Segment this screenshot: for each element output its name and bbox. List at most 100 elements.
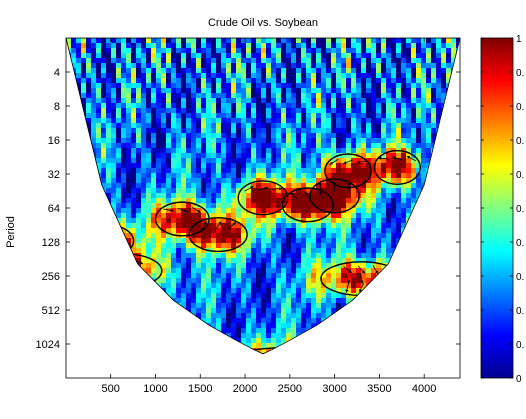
heatmap-cell <box>371 38 377 44</box>
heatmap-cell <box>431 88 437 94</box>
heatmap-cell <box>316 283 322 289</box>
heatmap-cell <box>256 308 262 314</box>
heatmap-cell <box>201 128 207 134</box>
heatmap-cell <box>96 73 102 79</box>
heatmap-cell <box>106 178 112 184</box>
heatmap-cell <box>111 198 117 204</box>
heatmap-cell <box>156 48 162 54</box>
heatmap-cell <box>251 263 257 269</box>
heatmap-cell <box>221 153 227 159</box>
heatmap-cell <box>221 58 227 64</box>
heatmap-cell <box>426 143 432 149</box>
heatmap-cell <box>261 208 267 214</box>
heatmap-cell <box>301 198 307 204</box>
heatmap-cell <box>96 58 102 64</box>
heatmap-cell <box>366 263 372 269</box>
heatmap-cell <box>326 133 332 139</box>
heatmap-cell <box>356 258 362 264</box>
heatmap-cell <box>446 48 452 54</box>
heatmap-cell <box>376 103 382 109</box>
heatmap-cell <box>191 238 197 244</box>
heatmap-cell <box>256 53 262 59</box>
heatmap-cell <box>286 323 292 329</box>
heatmap-cell <box>126 138 132 144</box>
heatmap-cell <box>206 38 212 44</box>
heatmap-cell <box>191 303 197 309</box>
heatmap-cell <box>391 163 397 169</box>
heatmap-cell <box>286 103 292 109</box>
heatmap-cell <box>371 183 377 189</box>
heatmap-cell <box>241 323 247 329</box>
heatmap-cell <box>266 128 272 134</box>
heatmap-cell <box>376 168 382 174</box>
heatmap-cell <box>156 68 162 74</box>
heatmap-cell <box>171 183 177 189</box>
heatmap-cell <box>281 228 287 234</box>
heatmap-cell <box>86 98 92 104</box>
heatmap-cell <box>186 303 192 309</box>
heatmap-cell <box>226 268 232 274</box>
heatmap-cell <box>251 128 257 134</box>
heatmap-cell <box>81 93 87 99</box>
heatmap-cell <box>281 73 287 79</box>
heatmap-cell <box>336 118 342 124</box>
heatmap-cell <box>281 308 287 314</box>
heatmap-cell <box>396 103 402 109</box>
heatmap-cell <box>391 243 397 249</box>
heatmap-cell <box>361 243 367 249</box>
heatmap-cell <box>411 63 417 69</box>
heatmap-cell <box>191 203 197 209</box>
heatmap-cell <box>271 258 277 264</box>
heatmap-cell <box>286 328 292 334</box>
heatmap-cell <box>356 63 362 69</box>
heatmap-cell <box>356 43 362 49</box>
heatmap-cell <box>401 168 407 174</box>
heatmap-cell <box>291 173 297 179</box>
heatmap-cell <box>311 88 317 94</box>
heatmap-cell <box>306 318 312 324</box>
heatmap-cell <box>361 98 367 104</box>
heatmap-cell <box>281 278 287 284</box>
heatmap-cell <box>396 213 402 219</box>
heatmap-cell <box>201 48 207 54</box>
heatmap-cell <box>251 278 257 284</box>
heatmap-cell <box>311 83 317 89</box>
heatmap-cell <box>281 188 287 194</box>
heatmap-cell <box>206 78 212 84</box>
heatmap-cell <box>261 163 267 169</box>
heatmap-cell <box>286 143 292 149</box>
heatmap-cell <box>126 143 132 149</box>
heatmap-cell <box>321 198 327 204</box>
heatmap-cell <box>301 223 307 229</box>
heatmap-cell <box>366 143 372 149</box>
heatmap-cell <box>411 188 417 194</box>
heatmap-cell <box>341 108 347 114</box>
heatmap-cell <box>286 253 292 259</box>
heatmap-cell <box>131 198 137 204</box>
heatmap-cell <box>111 123 117 129</box>
heatmap-cell <box>156 258 162 264</box>
heatmap-cell <box>116 178 122 184</box>
heatmap-cell <box>131 168 137 174</box>
heatmap-cell <box>326 238 332 244</box>
heatmap-cell <box>416 48 422 54</box>
heatmap-cell <box>326 273 332 279</box>
heatmap-cell <box>431 78 437 84</box>
heatmap-cell <box>246 213 252 219</box>
heatmap-cell <box>376 93 382 99</box>
heatmap-cell <box>326 78 332 84</box>
heatmap-cell <box>241 118 247 124</box>
heatmap-cell <box>341 248 347 254</box>
heatmap-cell <box>446 38 452 44</box>
heatmap-cell <box>331 78 337 84</box>
heatmap-cell <box>361 218 367 224</box>
heatmap-cell <box>351 258 357 264</box>
heatmap-cell <box>391 123 397 129</box>
heatmap-cell <box>331 108 337 114</box>
heatmap-cell <box>221 323 227 329</box>
heatmap-cell <box>196 48 202 54</box>
heatmap-cell <box>136 198 142 204</box>
heatmap-cell <box>236 188 242 194</box>
heatmap-cell <box>336 93 342 99</box>
heatmap-cell <box>431 73 437 79</box>
